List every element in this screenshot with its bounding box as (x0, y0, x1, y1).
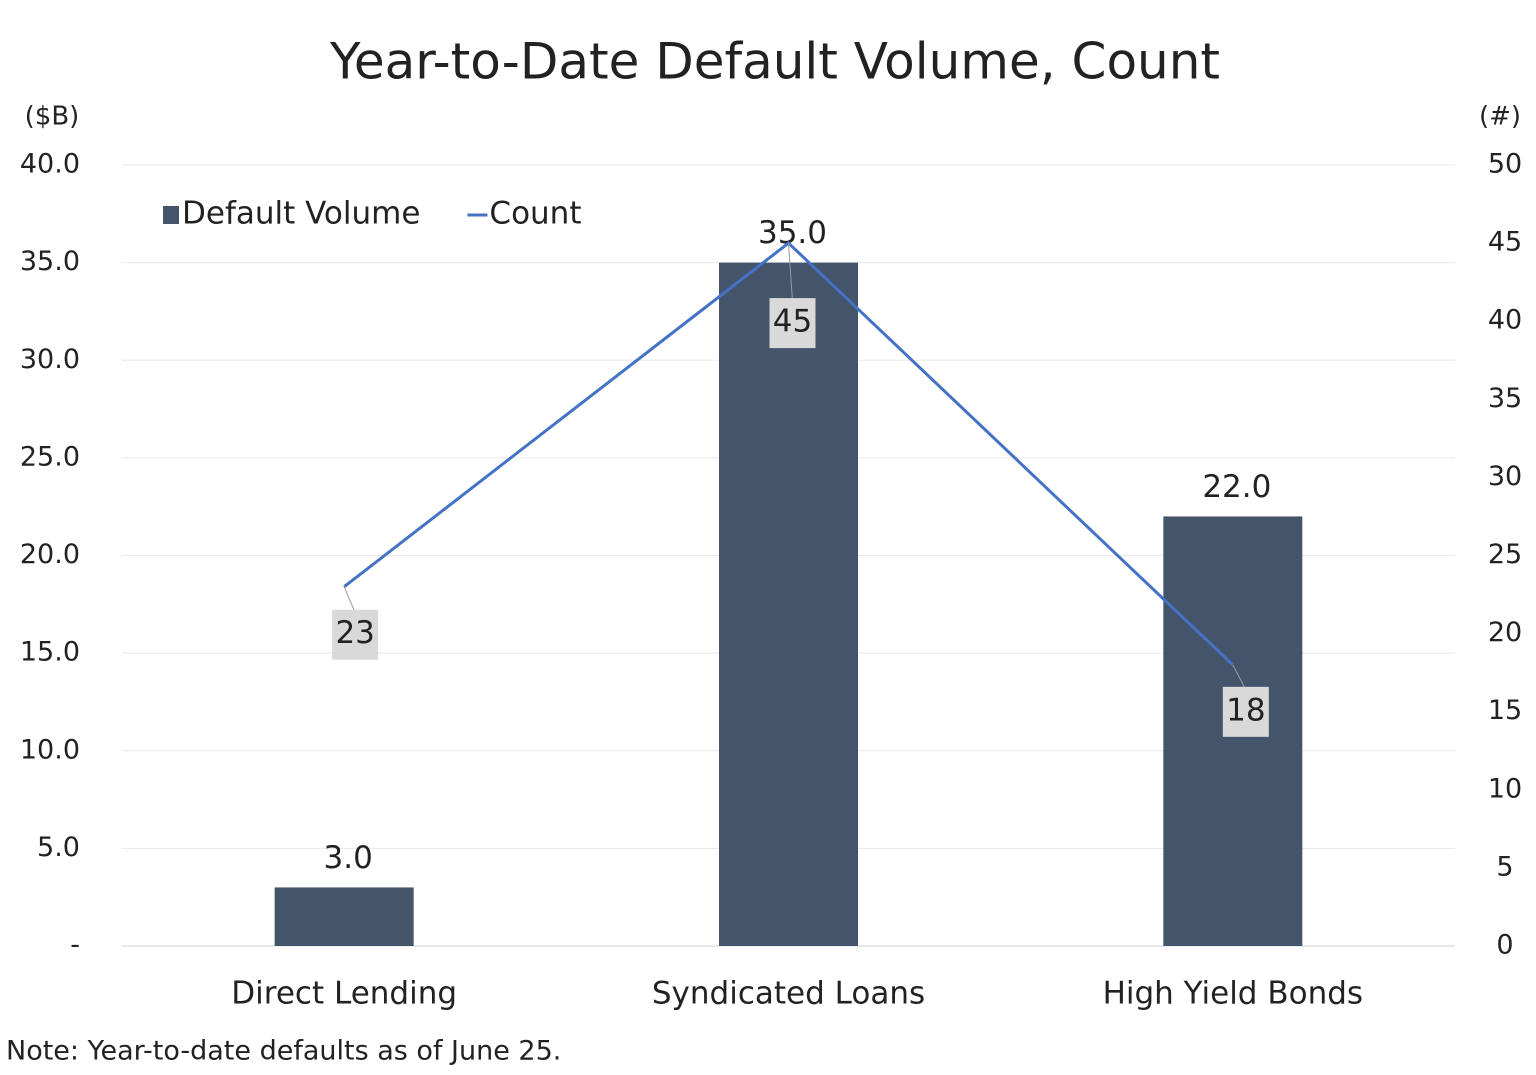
line-label-box (332, 609, 379, 660)
y2-tick-label: 35 (1488, 383, 1522, 414)
x-tick-label: Syndicated Loans (652, 976, 925, 1012)
note: Note: Year-to-date defaults as of June 2… (6, 1036, 561, 1067)
y-axis-label: ($B) (25, 102, 80, 132)
legend-swatch (163, 206, 179, 224)
y2-tick-label: 50 (1488, 149, 1522, 180)
leader-line (1232, 664, 1247, 691)
x-tick-label: High Yield Bonds (1103, 976, 1363, 1012)
chart-title: Year-to-Date Default Volume, Count (329, 33, 1220, 91)
legend-label: Count (489, 196, 581, 232)
y-tick-label: 20.0 (20, 539, 80, 570)
legend-label: Default Volume (182, 196, 420, 232)
y-tick-label: 15.0 (20, 637, 80, 668)
y-tick-label: 30.0 (20, 344, 80, 375)
line-value-label: 45 (773, 304, 812, 340)
y2-tick-label: 20 (1488, 617, 1522, 648)
leader-line (343, 586, 356, 613)
y2-tick-label: 10 (1488, 773, 1522, 804)
y-tick-label: 40.0 (20, 149, 80, 180)
y-tick-label: 35.0 (20, 246, 80, 277)
bar-value-label: 22.0 (1202, 469, 1271, 505)
line-label-box (1222, 686, 1269, 737)
bar-value-label: 3.0 (324, 840, 373, 876)
y-tick-label: - (70, 930, 80, 961)
y-tick-label: 5.0 (37, 832, 80, 863)
y2-tick-label: 15 (1488, 695, 1522, 726)
leader-line (788, 243, 793, 302)
y-tick-label: 25.0 (20, 441, 80, 472)
y2-axis-label: (#) (1479, 102, 1521, 132)
y2-tick-label: 45 (1488, 227, 1522, 258)
y2-tick-label: 5 (1496, 851, 1513, 882)
line-value-label: 23 (335, 615, 374, 651)
bar (274, 887, 414, 946)
y2-tick-label: 25 (1488, 539, 1522, 570)
y2-tick-label: 40 (1488, 305, 1522, 336)
line-label-box (769, 298, 816, 349)
line-value-label: 18 (1226, 692, 1265, 728)
y2-tick-label: 30 (1488, 461, 1522, 492)
y-tick-label: 10.0 (20, 734, 80, 765)
x-tick-label: Direct Lending (231, 976, 457, 1012)
y2-tick-label: 0 (1496, 930, 1513, 961)
bar (719, 262, 858, 946)
